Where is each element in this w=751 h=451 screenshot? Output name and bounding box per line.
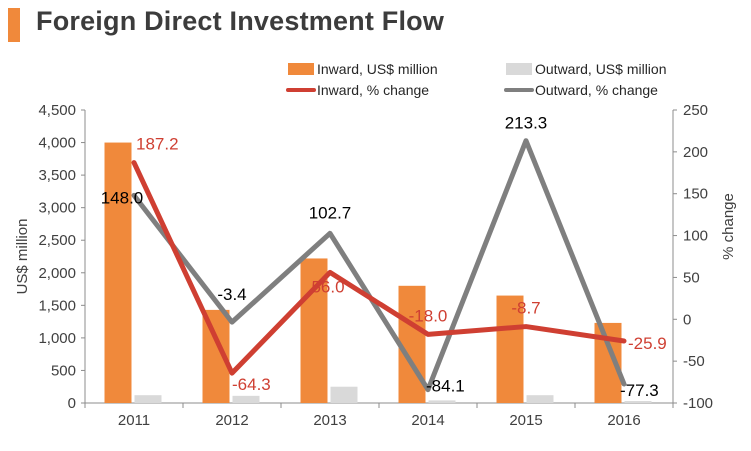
inward-change-line <box>131 160 627 376</box>
legend-label: Outward, % change <box>535 82 658 98</box>
right-tick-label: 100 <box>683 228 708 245</box>
inward-change-label: -25.9 <box>628 334 667 353</box>
x-tick-label: 2011 <box>118 412 150 429</box>
x-tick-label: 2016 <box>607 412 640 429</box>
outward-change-label: -3.4 <box>217 285 246 304</box>
left-tick-label: 2,000 <box>38 265 76 282</box>
inward-change-label: 56.0 <box>311 277 344 296</box>
x-tick-label: 2013 <box>313 412 346 429</box>
x-tick-label: 2012 <box>215 412 248 429</box>
inward-change-label: 187.2 <box>136 135 179 154</box>
lines <box>131 138 627 393</box>
right-tick-label: -100 <box>683 395 713 412</box>
right-tick-label: 150 <box>683 186 708 203</box>
left-tick-label: 1,000 <box>38 330 76 347</box>
outward-bar <box>624 401 652 403</box>
data-labels: 187.2 -64.3 56.0 -18.0 -8.7 -25.9 148.0 -3.4 102… <box>101 114 667 400</box>
page-title: Foreign Direct Investment Flow <box>36 6 445 36</box>
left-tick-label: 0 <box>68 395 76 412</box>
right-tick-label: -50 <box>683 353 705 370</box>
legend-swatch <box>506 63 532 75</box>
left-tick-label: 2,500 <box>38 232 76 249</box>
right-tick-label: 50 <box>683 269 700 286</box>
inward-change-label: -8.7 <box>511 299 540 318</box>
legend-swatch <box>288 63 314 75</box>
left-tick-label: 3,500 <box>38 167 76 184</box>
outward-change-label: -77.3 <box>620 381 659 400</box>
x-tick-label: 2014 <box>411 412 444 429</box>
right-tick-label: 250 <box>683 102 708 119</box>
left-tick-label: 4,500 <box>38 102 76 119</box>
x-tick-label: 2015 <box>509 412 542 429</box>
inward-change-label: -64.3 <box>232 375 271 394</box>
outward-bar <box>232 395 260 403</box>
legend-label: Inward, US$ million <box>317 61 438 77</box>
outward-change-label: -84.1 <box>426 377 465 396</box>
left-tick-label: 3,000 <box>38 200 76 217</box>
outward-change-label: 213.3 <box>505 114 548 133</box>
outward-bar <box>134 395 162 403</box>
right-axis-title: % change <box>720 193 737 260</box>
outward-change-label: 102.7 <box>309 203 352 222</box>
left-tick-label: 1,500 <box>38 297 76 314</box>
bars <box>104 142 652 404</box>
outward-bar <box>428 400 456 403</box>
right-tick-label: 200 <box>683 144 708 161</box>
outward-change-label: 148.0 <box>101 188 144 207</box>
inward-bar <box>398 285 426 403</box>
legend-label: Outward, US$ million <box>535 61 667 77</box>
left-tick-label: 4,000 <box>38 135 76 152</box>
legend: Inward, US$ million Outward, US$ million I… <box>286 61 667 98</box>
axes: 05001,0001,5002,0002,5003,0003,5004,0004… <box>14 102 737 429</box>
inward-change-label: -18.0 <box>409 306 448 325</box>
inward-bar <box>104 142 132 404</box>
legend-label: Inward, % change <box>317 82 429 98</box>
outward-bar <box>526 395 554 403</box>
left-tick-label: 500 <box>51 362 76 379</box>
inward-bar <box>496 295 524 403</box>
title-accent-bar <box>8 8 20 42</box>
outward-bar <box>330 386 358 403</box>
outward-change-line <box>131 138 627 393</box>
right-tick-label: 0 <box>683 311 691 328</box>
left-axis-title: US$ million <box>14 219 31 295</box>
